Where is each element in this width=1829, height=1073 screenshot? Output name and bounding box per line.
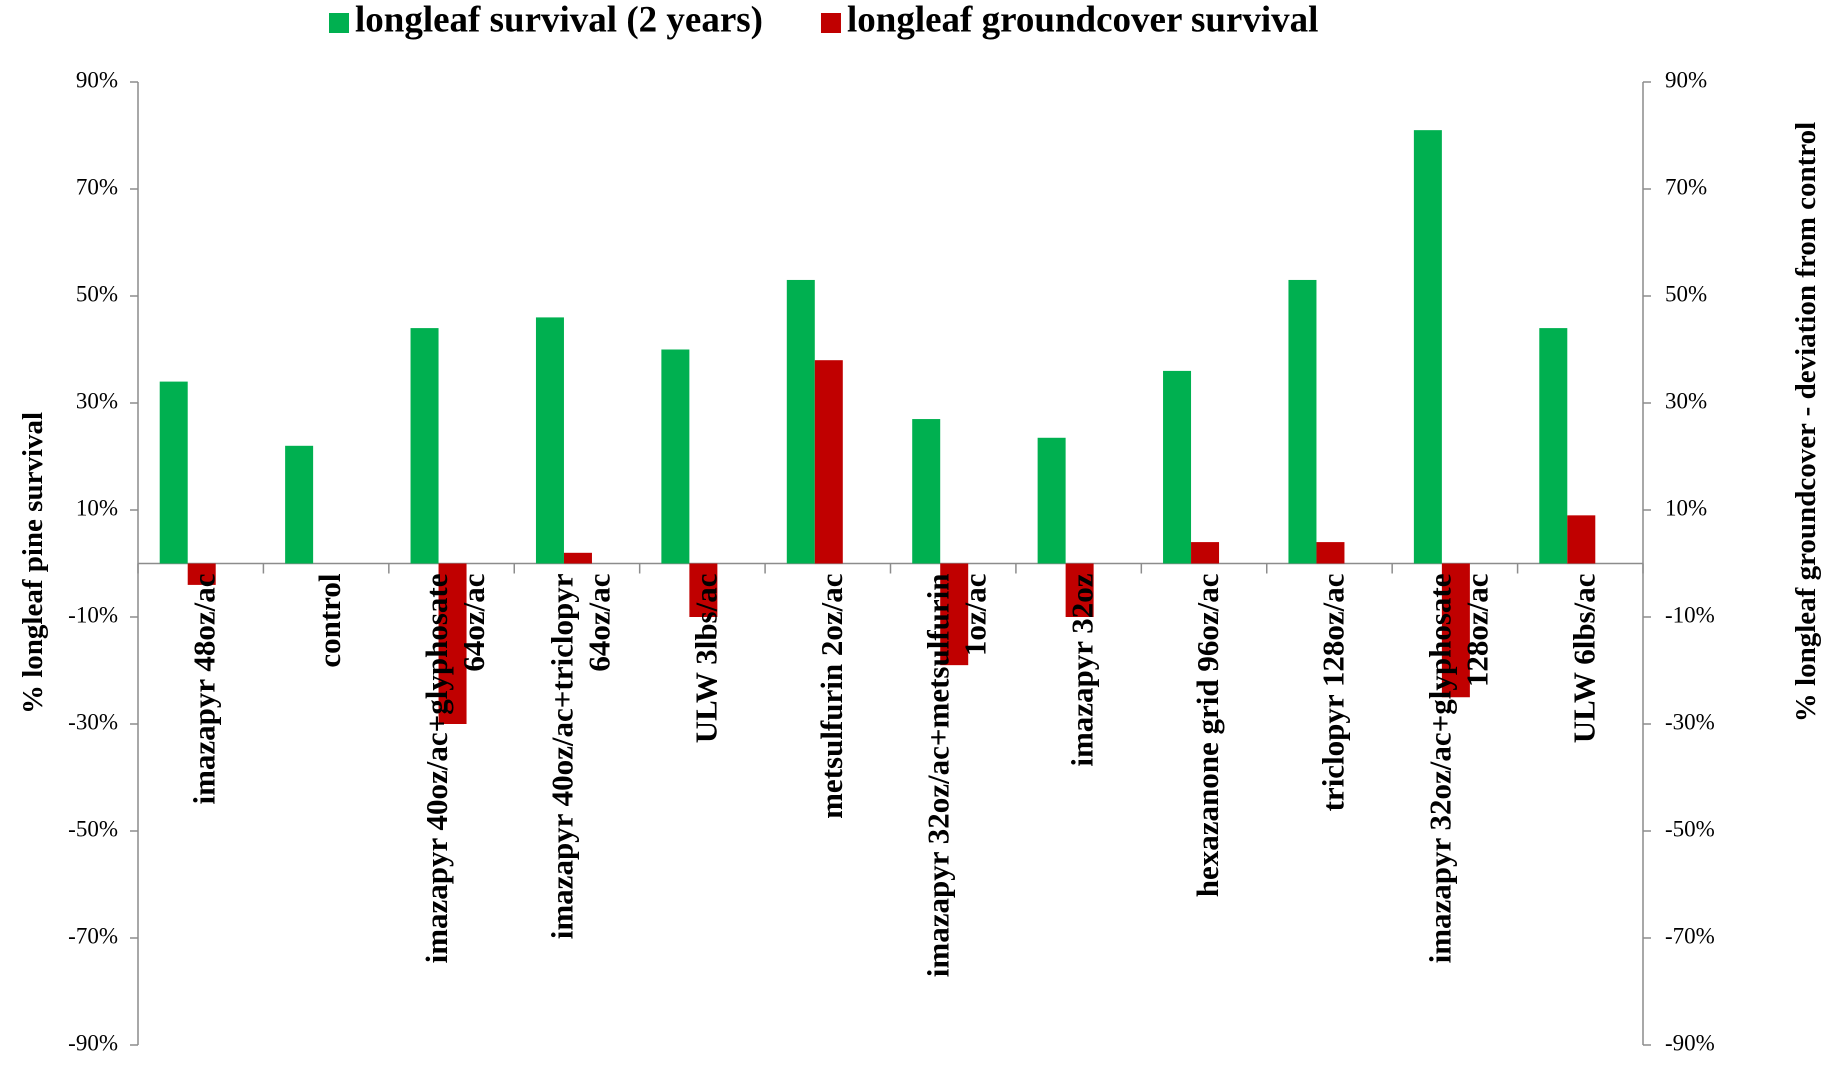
x-tick-label: metsulfurin 2oz/ac	[814, 574, 849, 819]
x-tick-label-line: ULW 3lbs/ac	[688, 574, 723, 744]
y-axis-title: % longleaf pine survival	[17, 412, 49, 714]
x-tick-label-line: 1oz/ac	[958, 574, 993, 657]
legend-swatch	[820, 13, 841, 33]
y-tick-label: 30%	[76, 388, 118, 413]
y-tick-label: -50%	[68, 816, 118, 841]
y2-tick-label: 30%	[1665, 388, 1707, 413]
x-tick-label-line: imazapyr 40oz/ac+triclopyr	[544, 573, 579, 939]
bar	[438, 563, 467, 724]
bar	[187, 563, 216, 585]
x-tick-label-line: imazapyr 32oz/ac+metsulfurin	[921, 574, 956, 978]
y2-tick-label: -10%	[1665, 602, 1715, 627]
bar	[940, 563, 969, 666]
x-tick-label-line: 64oz/ac	[581, 574, 616, 672]
x-tick-label: imazapyr 40oz/ac+triclopyr64oz/ac	[544, 573, 616, 939]
y-tick-label: -30%	[68, 709, 118, 734]
y2-tick-label: 70%	[1665, 174, 1707, 199]
x-tick-label-line: imazapyr 48oz/ac	[187, 574, 222, 805]
y-tick-label: 90%	[76, 67, 118, 92]
x-tick-label: ULW 6lbs/ac	[1566, 574, 1601, 744]
bar	[786, 279, 815, 564]
y-tick-label: 50%	[76, 281, 118, 306]
legend-swatch	[329, 13, 349, 33]
x-tick-label-line: 128oz/ac	[1459, 574, 1494, 688]
bar	[285, 445, 314, 564]
x-tick-label-line: hexazanone grid 96oz/ac	[1190, 574, 1225, 898]
bar	[1413, 130, 1442, 564]
x-tick-label: imazapyr 32oz/ac+metsulfurin1oz/ac	[921, 574, 993, 978]
bar	[563, 552, 592, 564]
y-tick-label: 10%	[76, 495, 118, 520]
x-tick-label: imazapyr 32oz	[1065, 573, 1100, 766]
bar	[689, 563, 718, 617]
legend-label: longleaf survival (2 years)	[355, 0, 763, 40]
x-tick-label: hexazanone grid 96oz/ac	[1190, 574, 1225, 898]
y2-tick-label: -30%	[1665, 709, 1715, 734]
x-tick-label-line: metsulfurin 2oz/ac	[814, 574, 849, 819]
y2-tick-label: 10%	[1665, 495, 1707, 520]
bar	[912, 419, 941, 564]
x-tick-label-line: 64oz/ac	[456, 574, 491, 672]
y2-tick-label: 90%	[1665, 67, 1707, 92]
bar	[1065, 563, 1094, 617]
y-tick-label: -90%	[68, 1030, 118, 1055]
x-tick-label-line: control	[312, 573, 347, 668]
x-tick-label: imazapyr 32oz/ac+glyphosate128oz/ac	[1422, 574, 1494, 964]
x-tick-label: imazapyr 48oz/ac	[187, 574, 222, 805]
x-tick-label-line: imazapyr 32oz/ac+glyphosate	[1422, 574, 1457, 964]
y2-tick-label: -70%	[1665, 923, 1715, 948]
y-tick-label: -70%	[68, 923, 118, 948]
bar	[535, 317, 564, 564]
x-tick-label: triclopyr 128oz/ac	[1315, 574, 1350, 812]
bar	[1316, 542, 1345, 564]
y2-tick-label: 50%	[1665, 281, 1707, 306]
bar	[1441, 563, 1470, 698]
bar	[661, 349, 690, 564]
x-tick-label-line: triclopyr 128oz/ac	[1315, 574, 1350, 812]
y2-axis-title: % longleaf groundcover - deviation from …	[1790, 122, 1822, 722]
bar	[1191, 542, 1220, 564]
y-tick-label: -10%	[68, 602, 118, 627]
y-tick-label: 70%	[76, 174, 118, 199]
y2-tick-label: -50%	[1665, 816, 1715, 841]
bar	[1567, 515, 1596, 564]
bar	[159, 381, 188, 564]
bar	[410, 328, 439, 564]
x-tick-label: control	[312, 573, 347, 668]
x-tick-label-line: imazapyr 32oz	[1065, 573, 1100, 766]
bar	[1539, 328, 1568, 564]
bar	[814, 360, 843, 564]
x-tick-label: imazapyr 40oz/ac+glyphosate64oz/ac	[419, 574, 491, 964]
legend-label: longleaf groundcover survival	[847, 0, 1318, 40]
x-tick-label-line: imazapyr 40oz/ac+glyphosate	[419, 574, 454, 964]
bar	[1288, 279, 1317, 564]
bar	[1163, 370, 1192, 564]
x-tick-label: ULW 3lbs/ac	[688, 574, 723, 744]
bar	[1037, 437, 1066, 564]
x-tick-label-line: ULW 6lbs/ac	[1566, 574, 1601, 744]
y2-tick-label: -90%	[1665, 1030, 1715, 1055]
